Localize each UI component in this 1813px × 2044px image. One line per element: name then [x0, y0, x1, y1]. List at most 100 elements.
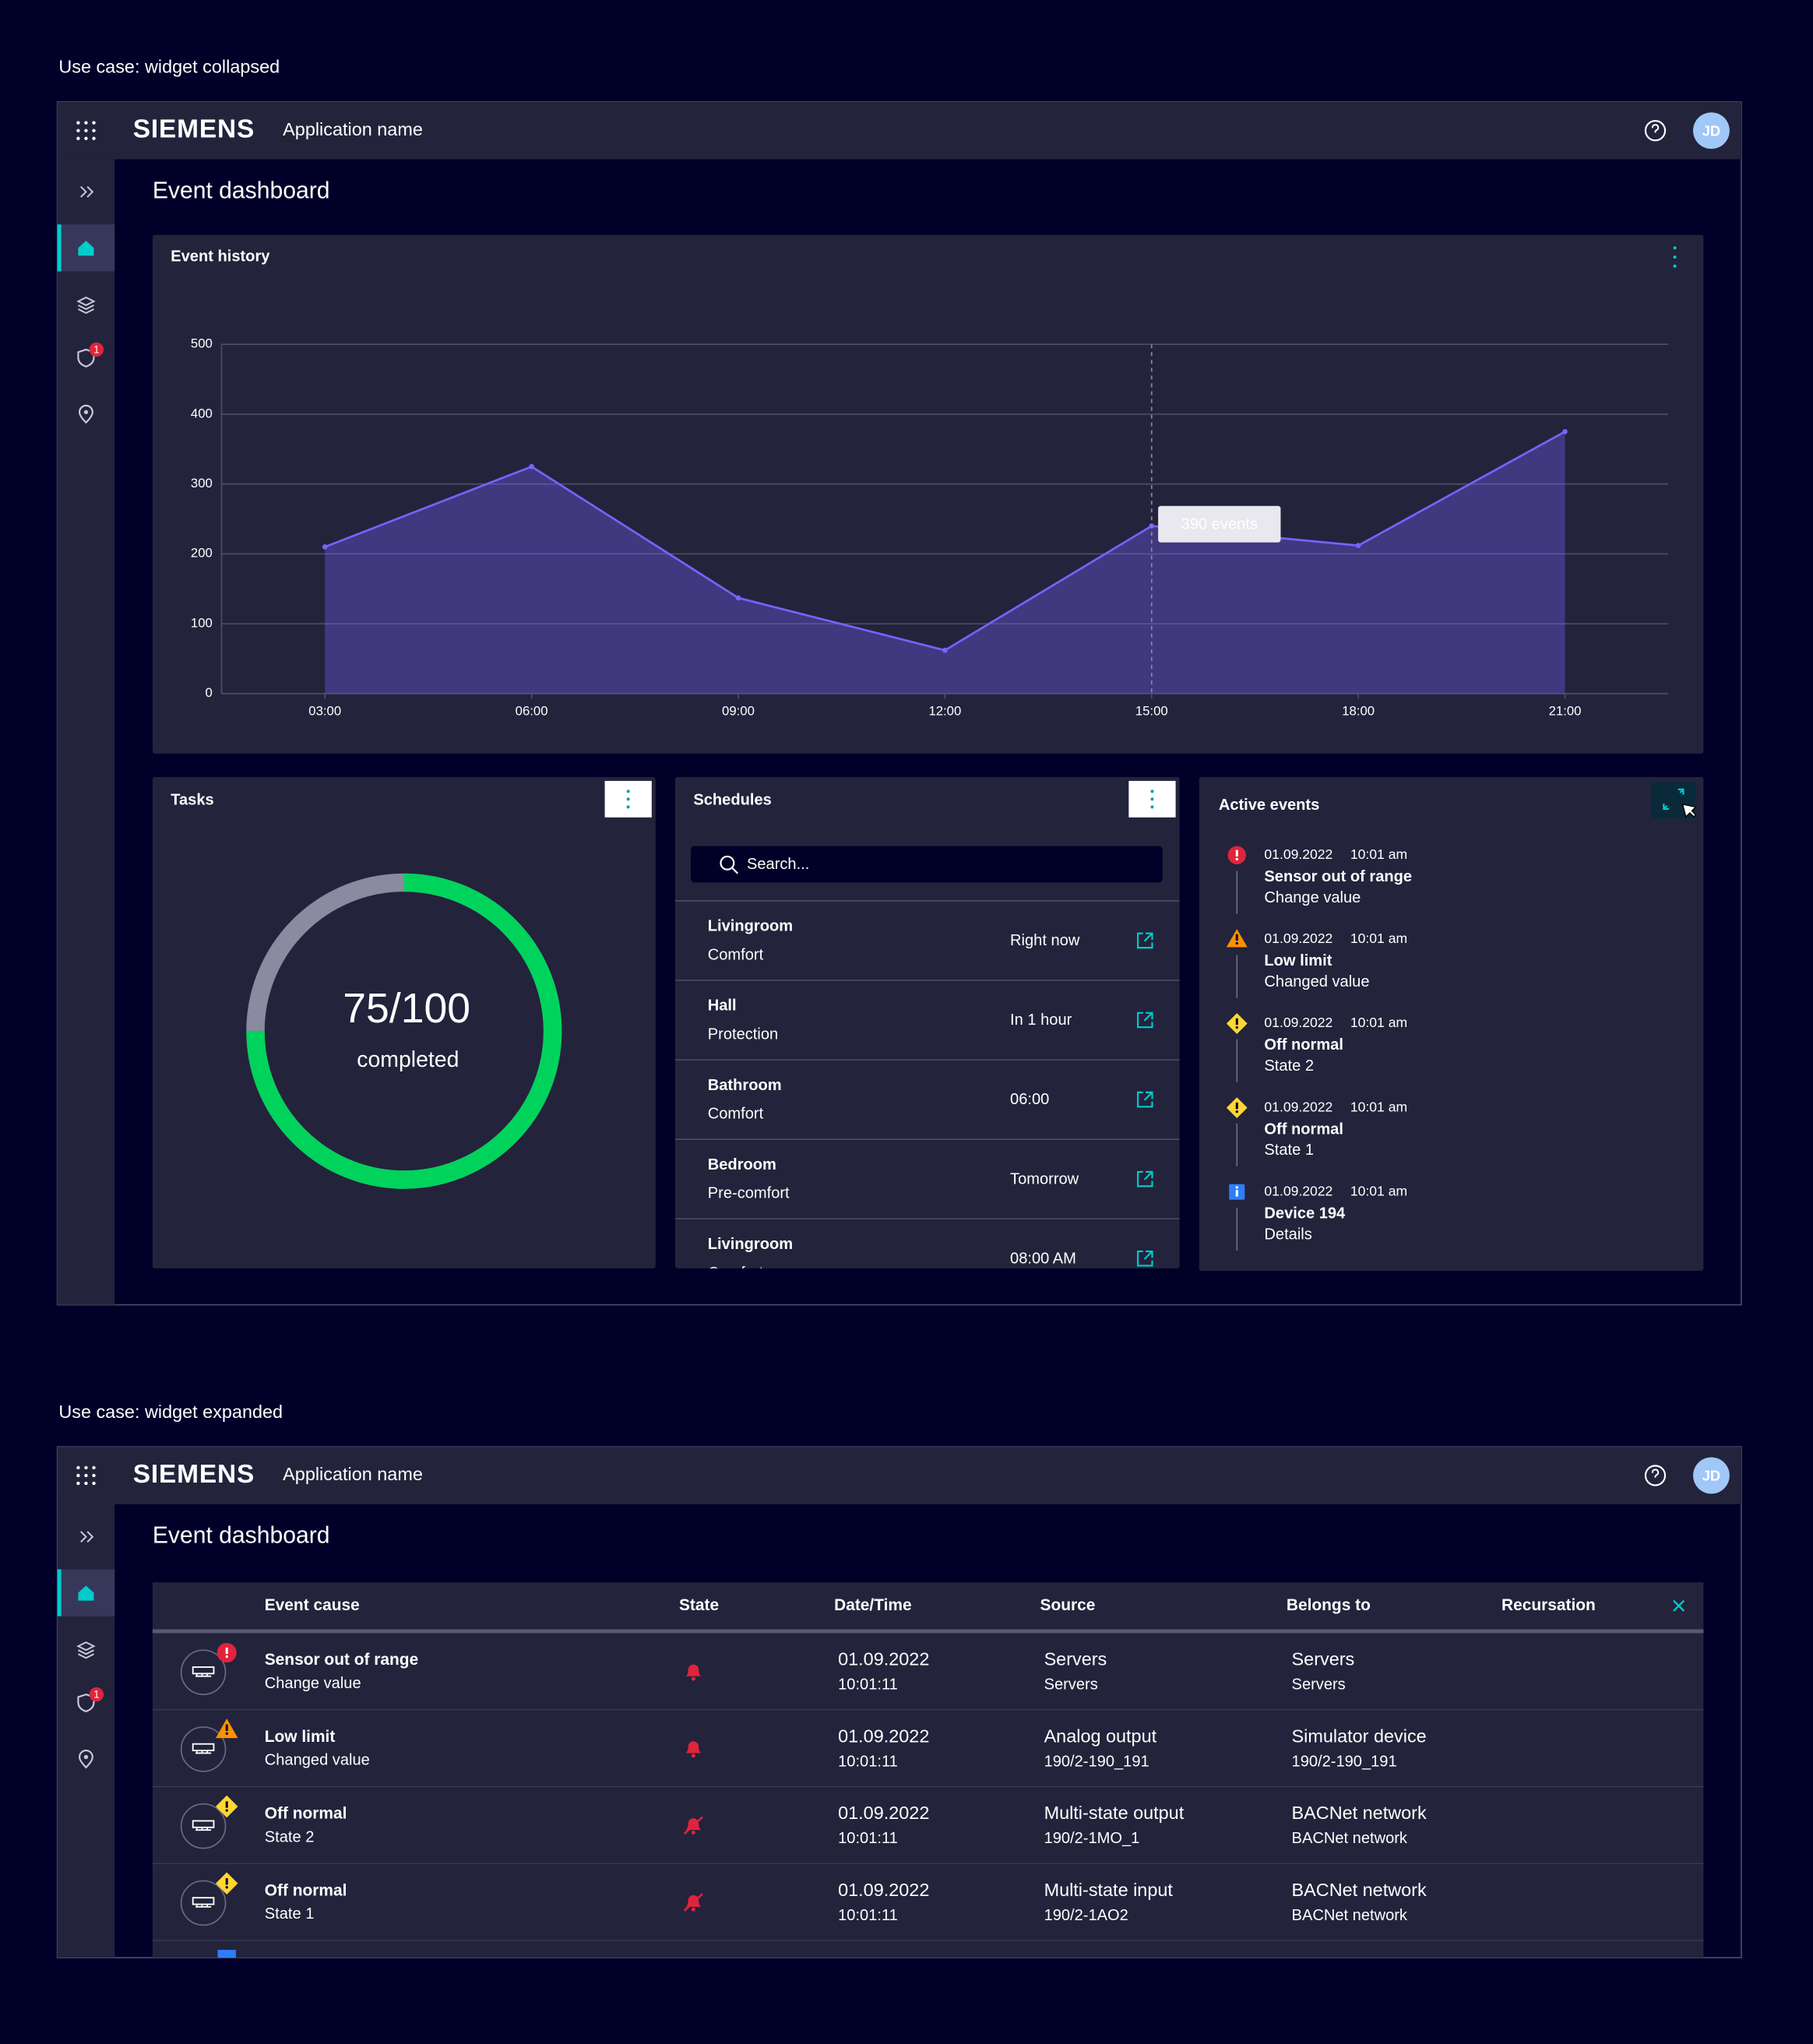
search-icon — [720, 855, 735, 871]
x-tick-label: 12:00 — [928, 704, 961, 719]
table-row[interactable] — [152, 1863, 1704, 1941]
help-glyph — [1651, 124, 1660, 133]
launcher-dot — [92, 121, 96, 125]
state-bell — [685, 1741, 702, 1754]
point — [1355, 543, 1361, 548]
help-glyph — [1651, 1469, 1660, 1478]
schedule-time: 06:00 — [1010, 1091, 1049, 1108]
open-link[interactable] — [1136, 1011, 1153, 1029]
nav-location[interactable] — [79, 404, 93, 424]
kebab-dot[interactable] — [1673, 255, 1677, 259]
search-box[interactable] — [691, 846, 1163, 883]
schedule-time: Tomorrow — [1010, 1170, 1079, 1187]
open-link[interactable] — [1136, 1091, 1153, 1108]
table-row[interactable] — [152, 1710, 1704, 1787]
device-icon — [180, 1803, 227, 1849]
event-title: Device 194 — [1264, 1205, 1346, 1222]
device-glyph — [192, 1743, 215, 1754]
nav-home[interactable] — [78, 1585, 94, 1601]
x-tick-label: 03:00 — [308, 704, 341, 719]
event-belongs-detail: 190/2-190_191 — [1292, 1753, 1397, 1770]
schedules-list: Schedules Search... Livingroom Comfort Right… — [674, 780, 1180, 1282]
event-cause: Off normal — [265, 1805, 347, 1823]
event-time: 10:01 am — [1350, 1015, 1407, 1030]
sidebar-toggle[interactable] — [80, 1531, 94, 1543]
point — [529, 463, 534, 470]
kebab-dot — [626, 797, 630, 801]
table-row[interactable] — [152, 1633, 1704, 1711]
x-tick-label: 06:00 — [516, 704, 548, 719]
severity-icon — [217, 1642, 237, 1663]
launcher-dot — [76, 1473, 80, 1478]
panel-title: Event history — [171, 248, 270, 265]
device-glyph — [192, 1666, 215, 1677]
event-source: Analog output — [1044, 1726, 1157, 1747]
device-icon — [180, 1726, 227, 1772]
close-button[interactable] — [1673, 1599, 1685, 1612]
y-tick-label: 200 — [191, 546, 213, 561]
panel-tasks — [152, 776, 656, 1268]
event-title: Off normal — [1264, 1036, 1343, 1054]
open-link[interactable] — [1136, 1170, 1153, 1187]
schedule-name: Livingroom — [708, 1236, 793, 1253]
icon-glyph — [225, 1801, 228, 1808]
nav-shield[interactable] — [77, 348, 95, 368]
severity-icon — [1226, 1097, 1248, 1119]
severity-icon — [1226, 929, 1248, 948]
event-date: 01.09.2022 — [838, 1803, 929, 1823]
table-row[interactable] — [152, 1786, 1704, 1864]
help-button[interactable] — [1644, 1465, 1667, 1486]
icon-glyph — [1235, 1110, 1238, 1113]
app-frame: SIEMENS Application name JD 1 Event dashboar… — [57, 1447, 1741, 1958]
column-header: State — [679, 1596, 719, 1614]
event-cause-detail: Changed value — [265, 1752, 370, 1769]
y-tick-label: 300 — [191, 476, 213, 491]
search-icon — [731, 867, 739, 874]
sidebar-toggle[interactable] — [80, 186, 94, 198]
gauge-label: 75/100 — [343, 986, 470, 1032]
active-events-list: Active events 01.09.2022 10:01 am Sensor ou… — [1219, 782, 1697, 1251]
event-date: 01.09.2022 — [838, 1649, 929, 1669]
schedule-mode: Comfort — [708, 946, 764, 963]
open-link[interactable] — [1136, 932, 1153, 949]
state-mute — [683, 1893, 703, 1912]
gauge-value — [246, 873, 562, 1189]
launcher-dot — [92, 128, 96, 132]
point — [942, 647, 948, 653]
avatar[interactable] — [1693, 1457, 1730, 1494]
avatar[interactable] — [1693, 112, 1730, 150]
table-row-partial — [152, 1940, 1704, 1958]
kebab-dot — [1150, 790, 1154, 793]
schedule-mode: Pre-comfort — [708, 1185, 790, 1202]
nav-shield[interactable] — [77, 1693, 95, 1712]
event-detail: State 2 — [1264, 1057, 1314, 1075]
nav-layers[interactable] — [76, 1641, 96, 1659]
column-header: Recursation — [1501, 1596, 1596, 1614]
nav-home[interactable] — [78, 241, 94, 256]
nav-location[interactable] — [79, 1750, 93, 1769]
schedule-mode: Comfort — [708, 1265, 764, 1282]
event-source-detail: Servers — [1044, 1676, 1098, 1694]
point — [322, 544, 328, 550]
help-button[interactable] — [1644, 120, 1667, 142]
kebab-dot[interactable] — [1673, 246, 1677, 250]
event-time: 10:01 am — [1350, 1183, 1407, 1198]
brand: SIEMENS — [133, 1460, 255, 1489]
icon-glyph — [1235, 1186, 1238, 1189]
icon-glyph — [1235, 857, 1238, 860]
column-header: Source — [1040, 1596, 1096, 1614]
open-link[interactable] — [1136, 1250, 1153, 1267]
event-source-detail: 190/2-1AO2 — [1044, 1907, 1128, 1924]
event-cause: Sensor out of range — [265, 1651, 418, 1669]
point — [735, 595, 741, 601]
state-bell — [691, 1754, 695, 1758]
event-date: 01.09.2022 — [1264, 1015, 1332, 1030]
kebab-dot[interactable] — [1673, 264, 1677, 268]
state-bell — [691, 1907, 695, 1912]
device-icon — [180, 1880, 227, 1926]
nav-layers[interactable] — [76, 296, 96, 315]
point — [1562, 429, 1568, 434]
event-date: 01.09.2022 — [1264, 846, 1332, 862]
panel-title: Tasks — [171, 791, 213, 808]
app-name: Application name — [283, 1464, 423, 1484]
